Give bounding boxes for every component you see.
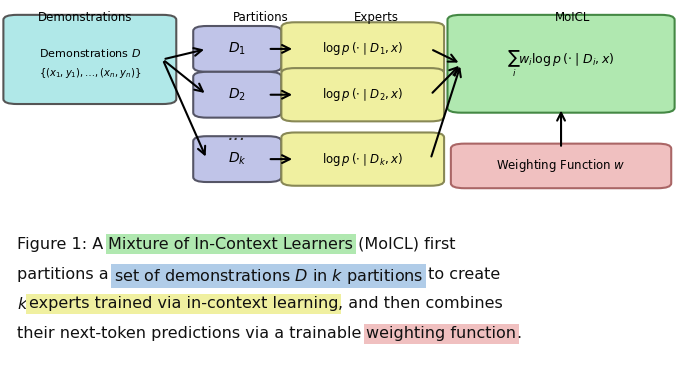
FancyBboxPatch shape xyxy=(451,144,671,188)
Text: partitions a: partitions a xyxy=(17,267,114,282)
Text: , and then combines: , and then combines xyxy=(338,296,503,312)
Text: $\{(x_1,y_1),\ldots,(x_n,y_n)\}$: $\{(x_1,y_1),\ldots,(x_n,y_n)\}$ xyxy=(39,66,141,80)
Text: MoICL: MoICL xyxy=(555,11,591,24)
Text: Demonstrations: Demonstrations xyxy=(37,11,132,24)
Text: (MoICL) first: (MoICL) first xyxy=(353,237,456,251)
Text: ...: ... xyxy=(228,125,247,144)
Text: experts trained via in-context learning: experts trained via in-context learning xyxy=(28,296,338,312)
Text: their next-token predictions via a trainable: their next-token predictions via a train… xyxy=(17,327,366,341)
Text: .: . xyxy=(517,327,521,341)
FancyBboxPatch shape xyxy=(193,136,281,182)
FancyBboxPatch shape xyxy=(281,68,444,121)
FancyBboxPatch shape xyxy=(3,15,176,104)
Text: Mixture of In-Context Learners: Mixture of In-Context Learners xyxy=(108,237,353,251)
Text: Partitions: Partitions xyxy=(233,11,289,24)
Text: Demonstrations $D$: Demonstrations $D$ xyxy=(39,47,141,59)
Text: $k$: $k$ xyxy=(17,296,28,312)
FancyBboxPatch shape xyxy=(281,133,444,186)
Text: $D_2$: $D_2$ xyxy=(228,86,246,103)
Text: $D_k$: $D_k$ xyxy=(228,151,247,167)
Text: $\log p\,(\cdot\mid D_2,x)$: $\log p\,(\cdot\mid D_2,x)$ xyxy=(322,86,403,103)
FancyBboxPatch shape xyxy=(193,72,281,118)
Text: Experts: Experts xyxy=(354,11,399,24)
FancyBboxPatch shape xyxy=(281,22,444,75)
FancyBboxPatch shape xyxy=(193,26,281,72)
Text: to create: to create xyxy=(423,267,500,282)
Text: $\log p\,(\cdot\mid D_k,x)$: $\log p\,(\cdot\mid D_k,x)$ xyxy=(322,150,403,168)
Text: set of demonstrations $D$ in $k$ partitions: set of demonstrations $D$ in $k$ partiti… xyxy=(114,267,423,285)
Text: Figure 1: A: Figure 1: A xyxy=(17,237,108,251)
Text: $\log p\,(\cdot\mid D_1,x)$: $\log p\,(\cdot\mid D_1,x)$ xyxy=(322,40,403,58)
Text: weighting function: weighting function xyxy=(366,327,517,341)
Text: $\sum_i w_i \log p\,(\cdot\mid D_i,x)$: $\sum_i w_i \log p\,(\cdot\mid D_i,x)$ xyxy=(507,49,615,79)
Text: Weighting Function $w$: Weighting Function $w$ xyxy=(496,157,626,174)
FancyBboxPatch shape xyxy=(447,15,675,113)
Text: $D_1$: $D_1$ xyxy=(228,41,246,57)
